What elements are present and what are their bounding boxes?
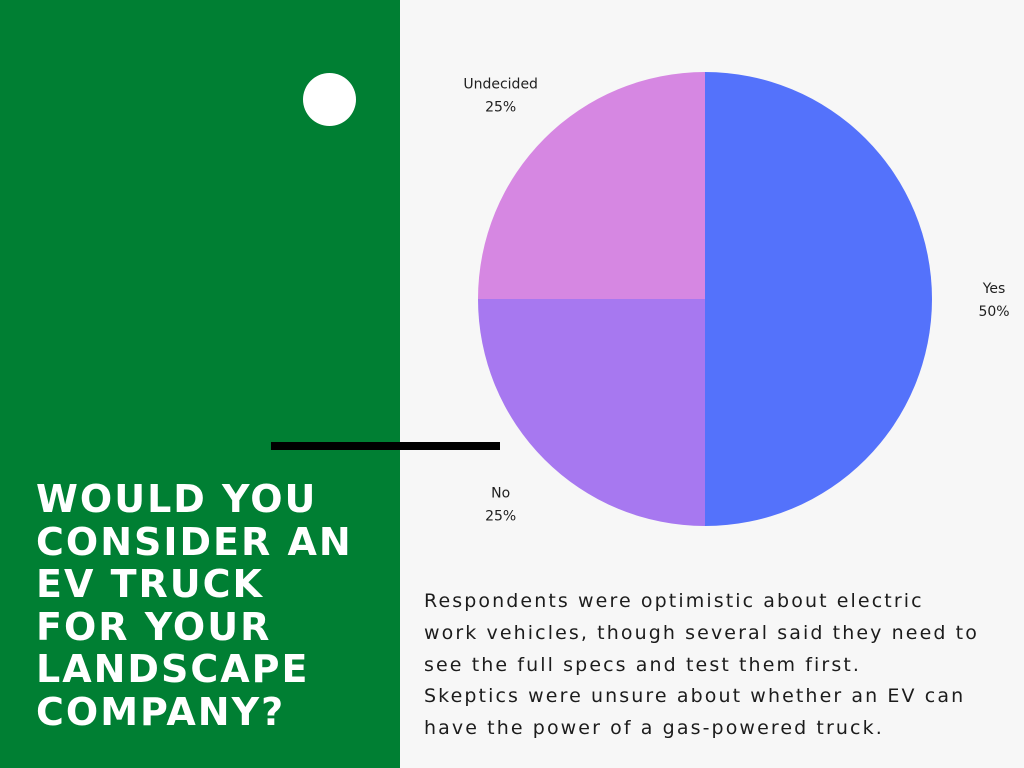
pie-chart: Yes 50% No 25% Undecided 25% — [463, 72, 1010, 526]
survey-question: WOULD YOU CONSIDER AN EV TRUCK FOR YOUR … — [36, 477, 353, 734]
pie-slices — [478, 72, 932, 526]
green-panel — [0, 0, 400, 768]
slice-value-no: 25% — [485, 508, 516, 524]
divider-line — [271, 442, 500, 450]
pie-slice-yes — [705, 72, 932, 526]
pie-slice-no — [478, 299, 705, 526]
slice-label-no: No — [491, 485, 510, 501]
slice-labels: Yes 50% No 25% Undecided 25% — [463, 77, 1009, 525]
slice-label-yes: Yes — [982, 281, 1006, 297]
slice-value-undecided: 25% — [485, 100, 516, 116]
slice-value-yes: 50% — [978, 304, 1009, 320]
pie-slice-undecided — [478, 72, 705, 299]
slice-label-undecided: Undecided — [463, 77, 538, 93]
decorative-dot — [303, 73, 356, 126]
survey-summary: Respondents were optimistic about electr… — [424, 590, 979, 740]
